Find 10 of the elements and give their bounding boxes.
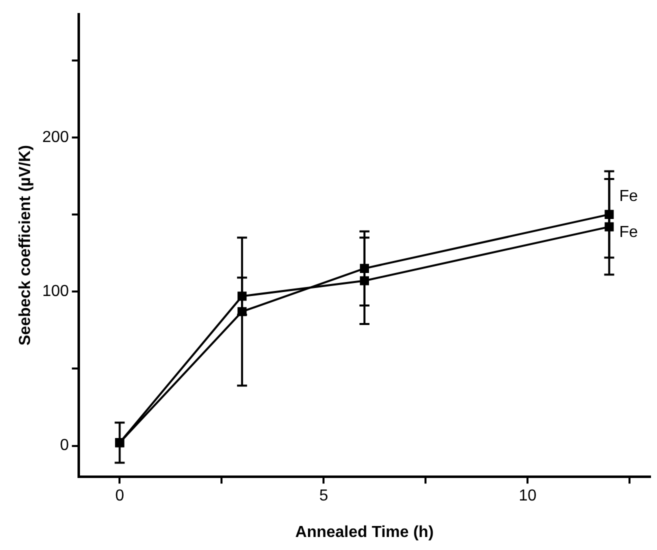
- x-axis-title: Annealed Time (h): [295, 524, 434, 541]
- series-label: Fe: [619, 188, 638, 205]
- y-tick-label: 200: [42, 128, 69, 146]
- series-label: Fe: [619, 224, 638, 242]
- x-tick-label: 5: [319, 488, 328, 505]
- y-tick-label: 0: [60, 437, 69, 454]
- y-tick-label: 100: [42, 282, 69, 300]
- y-axis-title: Seebeck coefficient (µV/K): [17, 145, 34, 346]
- x-tick-label: 10: [518, 488, 537, 505]
- x-tick-label: 0: [115, 488, 124, 505]
